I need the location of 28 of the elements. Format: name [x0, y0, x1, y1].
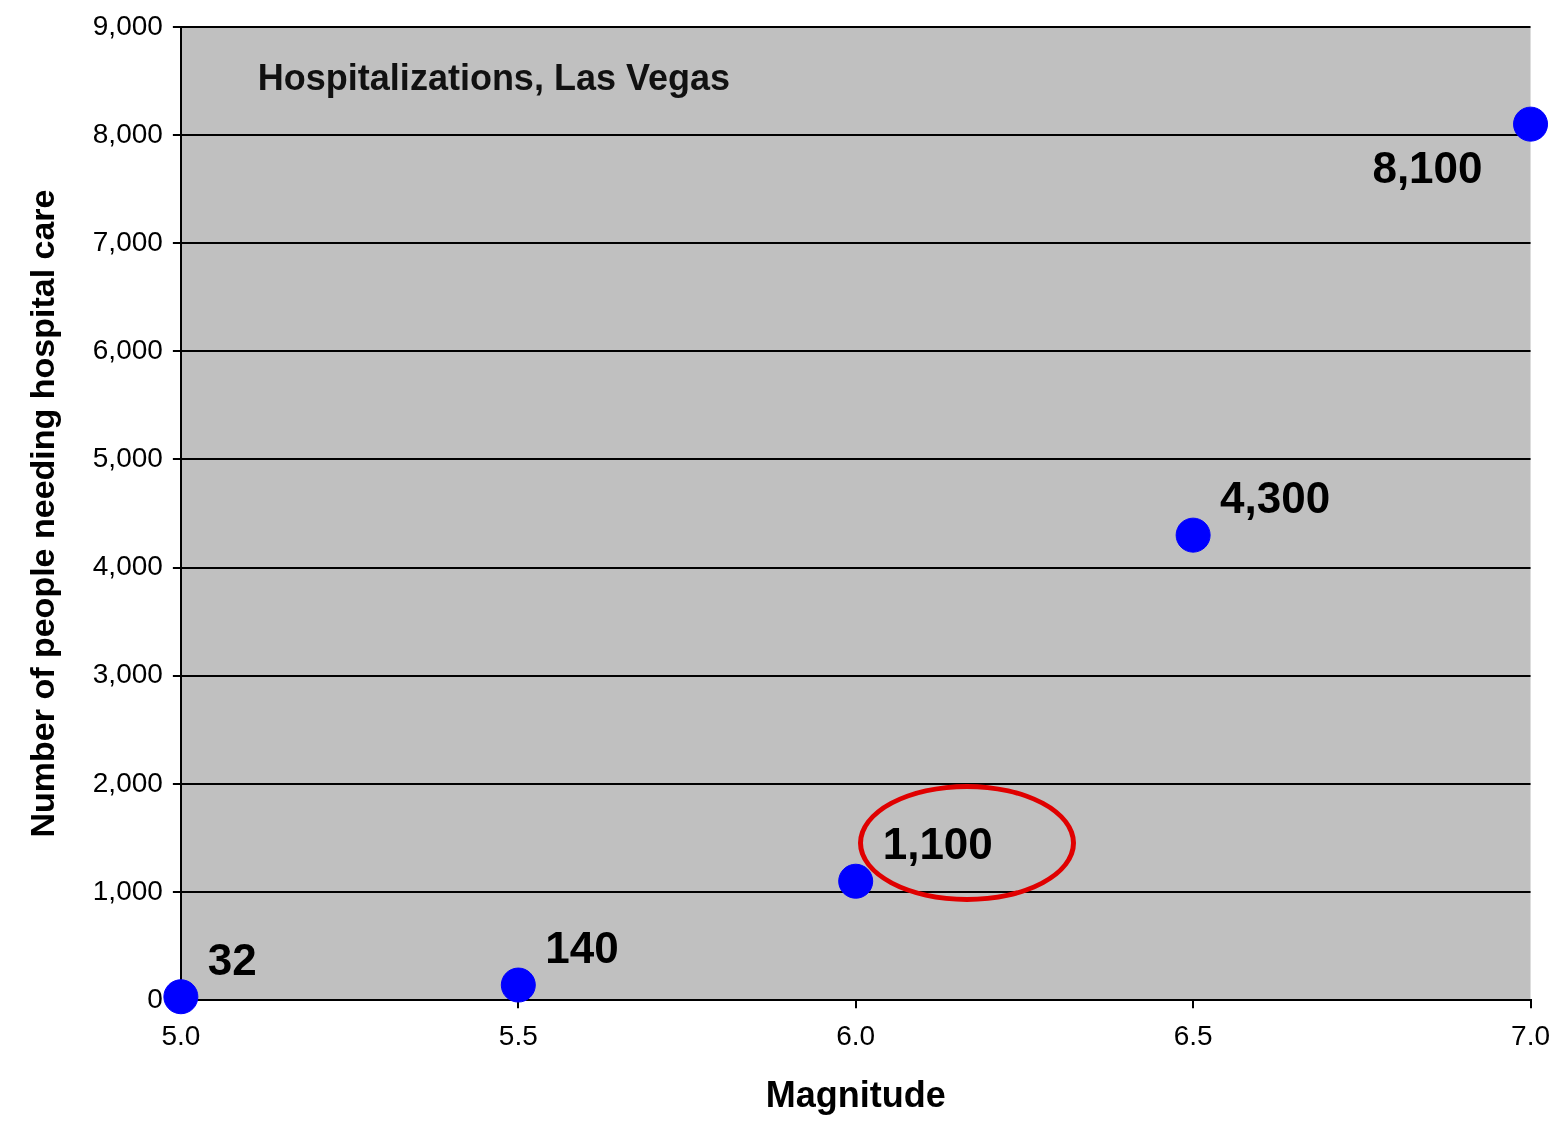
text: Hospitalizations, Las Vegas: [257, 56, 731, 99]
x-tick-label: 5.5: [498, 1019, 538, 1051]
y-tick-label: 9,000: [92, 9, 163, 41]
point: [1175, 517, 1211, 553]
x-tick-label: 7.0: [1511, 1019, 1551, 1051]
point: [500, 967, 536, 1003]
point: [838, 863, 874, 899]
data-label: 32: [207, 934, 257, 984]
data-label: 8,100: [1372, 143, 1483, 193]
y-tick-label: 6,000: [92, 333, 163, 365]
x-tick-label: 6.5: [1173, 1019, 1213, 1051]
x-axis-title: Magnitude: [765, 1074, 946, 1116]
y-tick-label: 7,000: [92, 225, 163, 257]
point: [163, 979, 199, 1015]
data-label: 140: [545, 923, 619, 973]
x-tick-label: 5.0: [161, 1019, 201, 1051]
y-tick-label: 5,000: [92, 442, 163, 474]
y-tick-label: 2,000: [92, 766, 163, 798]
y-tick-label: 4,000: [92, 550, 163, 582]
point: [1513, 106, 1549, 142]
x-tick-label: 6.0: [836, 1019, 876, 1051]
y-tick-label: 0: [147, 982, 163, 1014]
y-tick-label: 3,000: [92, 658, 163, 690]
data-label: 1,100: [882, 819, 993, 869]
data-label: 4,300: [1220, 473, 1331, 523]
y-tick-label: 1,000: [92, 874, 163, 906]
y-axis-title: Number of people needing hospital care: [22, 189, 61, 838]
y-tick-label: 8,000: [92, 117, 163, 149]
